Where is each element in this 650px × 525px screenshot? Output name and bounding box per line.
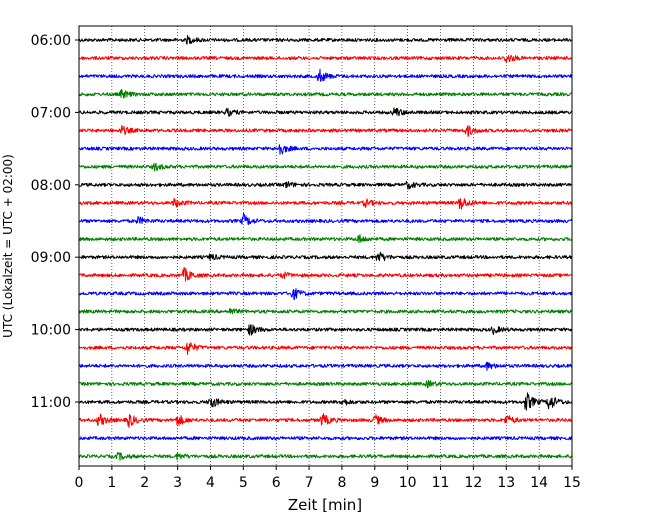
x-tick-label: 12 bbox=[464, 475, 482, 491]
trace-0800 bbox=[78, 180, 573, 190]
y-tick-label: 10:00 bbox=[31, 323, 71, 339]
x-tick-label: 13 bbox=[497, 475, 515, 491]
plot-frame bbox=[78, 25, 573, 467]
x-tick-label: 3 bbox=[173, 475, 182, 491]
trace-0930 bbox=[78, 288, 573, 301]
vertical-grid bbox=[111, 26, 540, 466]
x-axis-ticks: 0 1 2 3 4 5 6 7 8 9 10 11 12 13 14 15 bbox=[75, 466, 581, 491]
x-tick-label: 2 bbox=[140, 475, 149, 491]
y-axis-label: UTC (Lokalzeit = UTC + 02:00) bbox=[1, 154, 15, 338]
x-tick-label: 11 bbox=[432, 475, 450, 491]
y-tick-label: 11:00 bbox=[31, 395, 71, 411]
x-tick-label: 1 bbox=[107, 475, 116, 491]
trace-0745 bbox=[78, 162, 573, 172]
y-tick-label: 09:00 bbox=[31, 250, 71, 266]
trace-0645 bbox=[78, 88, 573, 99]
trace-1015 bbox=[78, 342, 573, 356]
y-axis-ticks: 06:00 07:00 08:00 09:00 10:00 11:00 bbox=[31, 33, 79, 411]
trace-0700 bbox=[78, 107, 573, 117]
trace-0945 bbox=[78, 307, 573, 315]
trace-0845 bbox=[78, 234, 573, 244]
y-tick-label: 08:00 bbox=[31, 178, 71, 194]
trace-0730 bbox=[78, 144, 573, 155]
trace-0600 bbox=[78, 34, 573, 45]
trace-1030 bbox=[78, 361, 573, 371]
x-tick-label: 7 bbox=[305, 475, 314, 491]
trace-0900 bbox=[78, 251, 573, 262]
trace-0615 bbox=[78, 54, 573, 63]
x-tick-label: 10 bbox=[399, 475, 417, 491]
x-tick-label: 0 bbox=[75, 475, 84, 491]
x-tick-label: 14 bbox=[530, 475, 548, 491]
x-axis-label: Zeit [min] bbox=[288, 496, 362, 514]
x-tick-label: 4 bbox=[206, 475, 215, 491]
trace-0830 bbox=[78, 212, 573, 226]
x-tick-label: 5 bbox=[239, 475, 248, 491]
trace-1100 bbox=[78, 392, 573, 411]
x-tick-label: 6 bbox=[272, 475, 281, 491]
trace-1045 bbox=[78, 379, 573, 389]
trace-layer bbox=[78, 34, 573, 461]
x-tick-label: 8 bbox=[337, 475, 346, 491]
trace-1000 bbox=[78, 324, 573, 336]
x-tick-label: 15 bbox=[563, 475, 581, 491]
trace-0715 bbox=[78, 124, 573, 137]
trace-0815 bbox=[78, 197, 573, 210]
trace-1130 bbox=[78, 436, 573, 441]
trace-0915 bbox=[78, 267, 573, 282]
x-tick-label: 9 bbox=[370, 475, 379, 491]
trace-1145 bbox=[78, 452, 573, 461]
y-tick-label: 07:00 bbox=[31, 105, 71, 121]
y-tick-label: 06:00 bbox=[31, 33, 71, 49]
trace-0630 bbox=[78, 68, 573, 82]
trace-1115 bbox=[78, 413, 573, 429]
